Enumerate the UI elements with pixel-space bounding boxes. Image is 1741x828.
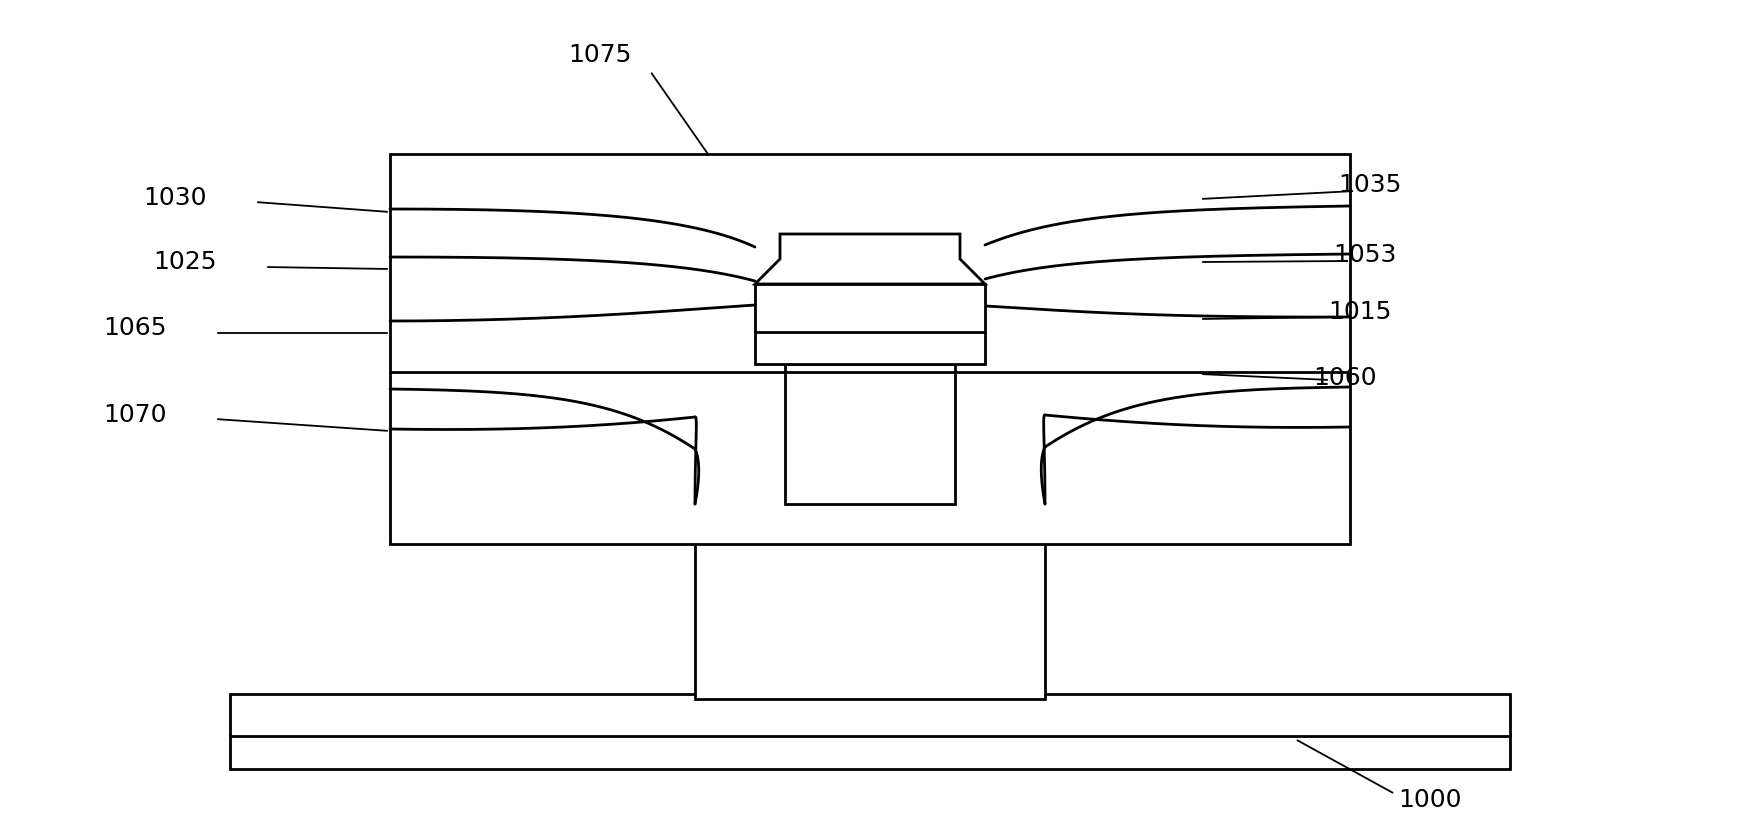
Text: 1000: 1000 (1398, 787, 1462, 811)
Text: 1075: 1075 (568, 43, 632, 67)
Text: 1070: 1070 (103, 402, 167, 426)
Text: 1065: 1065 (103, 315, 167, 339)
Text: 1025: 1025 (153, 250, 216, 274)
Text: 1015: 1015 (1328, 300, 1391, 324)
Bar (695, 519, 1045, 537)
Bar (390, 155, 1349, 544)
Bar (785, 364, 956, 504)
Text: 1060: 1060 (1313, 365, 1377, 389)
Text: 1030: 1030 (143, 185, 207, 209)
Bar (756, 285, 985, 364)
Bar (695, 534, 1045, 699)
Bar (695, 504, 1045, 522)
Polygon shape (756, 234, 985, 285)
Bar (230, 694, 1509, 736)
Bar (230, 734, 1509, 769)
Text: 1035: 1035 (1339, 173, 1402, 197)
Text: 1053: 1053 (1334, 243, 1396, 267)
